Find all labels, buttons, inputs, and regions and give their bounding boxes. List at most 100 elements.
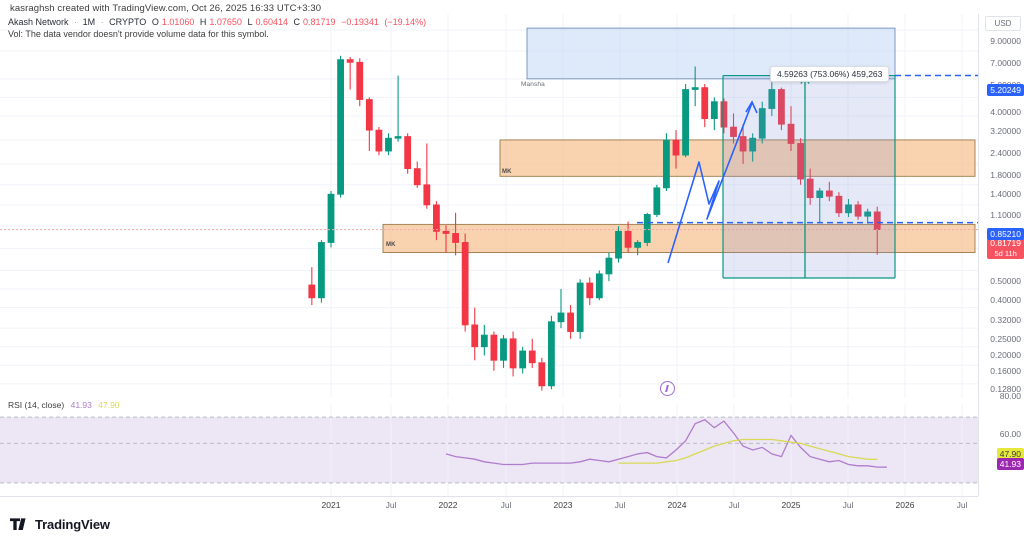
- candlestick[interactable]: [452, 212, 459, 256]
- support-price[interactable]: 0.85210: [987, 228, 1024, 240]
- candlestick[interactable]: [682, 84, 689, 158]
- rsi-legend[interactable]: RSI (14, close) 41.93 47.90: [8, 400, 120, 410]
- candle-body: [768, 89, 776, 109]
- price-chart-svg[interactable]: [0, 14, 978, 398]
- candlestick[interactable]: [385, 133, 392, 156]
- candlestick[interactable]: [509, 331, 517, 377]
- candlestick[interactable]: [490, 331, 498, 371]
- candle-body: [346, 59, 354, 63]
- candlestick[interactable]: [730, 113, 737, 144]
- candle-body: [854, 204, 862, 217]
- candle-body: [337, 59, 344, 195]
- projection-measure-box[interactable]: [723, 75, 895, 278]
- candlestick[interactable]: [758, 101, 766, 144]
- last-price[interactable]: 0.81719 5d 11h: [987, 238, 1024, 259]
- candlestick[interactable]: [500, 335, 507, 368]
- candlestick[interactable]: [643, 212, 651, 247]
- time-axis-tick: Jul: [614, 500, 626, 510]
- candle-body: [404, 136, 412, 170]
- candlestick[interactable]: [825, 181, 833, 202]
- candlestick[interactable]: [605, 252, 613, 282]
- candlestick[interactable]: [691, 66, 699, 107]
- currency-badge[interactable]: USD: [985, 16, 1021, 31]
- candlestick[interactable]: [778, 87, 785, 131]
- price-axis[interactable]: USD 9.000007.000005.000004.000003.200002…: [978, 14, 1024, 496]
- candle-body: [375, 129, 383, 152]
- support-zone-label[interactable]: MK: [386, 242, 396, 248]
- candlestick[interactable]: [701, 84, 709, 128]
- candlestick[interactable]: [548, 315, 555, 390]
- candlestick[interactable]: [672, 130, 680, 169]
- candlestick[interactable]: [375, 127, 383, 156]
- candlestick[interactable]: [404, 133, 412, 174]
- candlestick[interactable]: [835, 192, 843, 218]
- candlestick[interactable]: [461, 233, 469, 332]
- candlestick[interactable]: [720, 98, 728, 134]
- candlestick[interactable]: [337, 55, 344, 198]
- candlestick[interactable]: [816, 187, 824, 224]
- rsi-ma-value[interactable]: 47.90: [996, 448, 1024, 460]
- candlestick[interactable]: [710, 97, 718, 131]
- rsi-chart-svg[interactable]: [0, 404, 978, 496]
- candlestick[interactable]: [519, 346, 527, 374]
- candlestick[interactable]: [413, 161, 421, 188]
- chart-zone[interactable]: [499, 139, 976, 177]
- legend-exchange: CRYPTO: [109, 17, 147, 27]
- candlestick[interactable]: [739, 124, 747, 164]
- candlestick[interactable]: [806, 168, 814, 205]
- candlestick[interactable]: [615, 226, 622, 263]
- candle-body: [778, 89, 785, 125]
- candlestick[interactable]: [854, 201, 862, 220]
- candle-body: [701, 87, 709, 120]
- rsi-indicator-pane[interactable]: [0, 404, 978, 496]
- tradingview-logo[interactable]: TradingView: [10, 517, 110, 532]
- time-axis[interactable]: 2021 Jul 2022 Jul 2023 Jul 2024 Jul 2025 Jul 2026 J…: [0, 496, 978, 515]
- candlestick[interactable]: [576, 279, 584, 339]
- candlestick[interactable]: [433, 201, 440, 241]
- candle-body: [691, 87, 699, 90]
- measure-tooltip[interactable]: 4.59263 (753.06%) 459,263: [770, 66, 890, 82]
- candlestick[interactable]: [586, 277, 594, 306]
- legend-symbol[interactable]: Akash Network: [8, 17, 69, 27]
- price-axis-tick: 0.12800: [990, 384, 1021, 394]
- mid-zone-label[interactable]: MK: [502, 169, 512, 175]
- projection-price[interactable]: 5.20249: [987, 84, 1024, 96]
- candlestick[interactable]: [346, 57, 354, 90]
- rsi-axis-tick: 80.00: [999, 391, 1021, 401]
- candlestick[interactable]: [423, 143, 431, 209]
- candlestick[interactable]: [787, 106, 795, 152]
- candlestick[interactable]: [365, 97, 373, 152]
- candlestick[interactable]: [797, 138, 804, 185]
- candlestick[interactable]: [567, 305, 574, 339]
- candlestick[interactable]: [528, 338, 536, 368]
- candlestick[interactable]: [327, 190, 335, 248]
- candlestick[interactable]: [480, 324, 488, 356]
- candlestick[interactable]: [864, 208, 872, 224]
- candlestick[interactable]: [356, 58, 364, 107]
- forecast-zigzag-line[interactable]: [667, 102, 753, 264]
- candlestick[interactable]: [749, 133, 757, 162]
- chart-legend[interactable]: Akash Network · 1M · CRYPTO O 1.01060 H 1.…: [8, 16, 429, 40]
- magnet-tool-icon[interactable]: [660, 381, 675, 396]
- candlestick[interactable]: [557, 289, 565, 329]
- zone-rect[interactable]: [499, 139, 976, 177]
- candlestick[interactable]: [653, 184, 661, 218]
- candlestick[interactable]: [471, 307, 479, 361]
- candle-body: [519, 350, 527, 369]
- candlestick[interactable]: [318, 240, 325, 303]
- candlestick[interactable]: [768, 82, 776, 116]
- candlestick[interactable]: [845, 199, 852, 218]
- resistance-zone-label[interactable]: Mansha: [521, 81, 545, 88]
- candlestick[interactable]: [634, 240, 642, 256]
- candlestick[interactable]: [538, 357, 546, 391]
- price-chart-pane[interactable]: [0, 14, 978, 398]
- rsi-value[interactable]: 41.93: [996, 458, 1024, 470]
- candlestick[interactable]: [595, 270, 603, 301]
- candle-body: [730, 126, 737, 137]
- candle-body: [624, 230, 632, 248]
- candlestick[interactable]: [663, 133, 670, 191]
- candlestick[interactable]: [624, 221, 632, 253]
- legend-interval[interactable]: 1M: [82, 17, 96, 27]
- candlestick[interactable]: [308, 267, 316, 306]
- candlestick[interactable]: [394, 75, 402, 142]
